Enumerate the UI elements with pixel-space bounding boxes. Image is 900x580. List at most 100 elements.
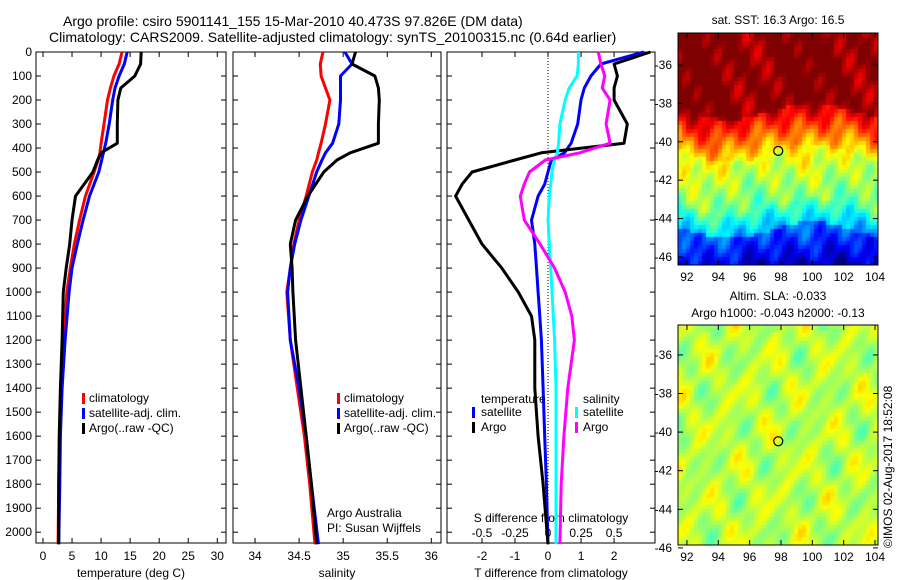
depth-tick-label: 800 (12, 237, 32, 251)
depth-tick-label: 200 (12, 93, 32, 107)
legend-label: Argo(..raw -QC) (344, 421, 429, 435)
x-tick-label: 36 (425, 549, 439, 563)
lon-tick-label: 96 (743, 270, 757, 284)
x-tick-label: 10 (94, 549, 108, 563)
lon-tick-label: 102 (834, 550, 854, 564)
difference-frame (446, 51, 656, 544)
lon-tick-label: 94 (712, 270, 726, 284)
depth-tick-label: 1600 (5, 429, 32, 443)
legend-label: Argo(..raw -QC) (89, 421, 174, 435)
title-line2: Climatology: CARS2009. Satellite-adjuste… (49, 29, 616, 45)
lon-tick-label: 94 (712, 550, 726, 564)
depth-tick-label: 400 (12, 141, 32, 155)
lat-tick-label: -44 (655, 212, 673, 226)
sla-map-title: Altim. SLA: -0.033 (730, 289, 827, 303)
legend-swatch (82, 393, 85, 404)
depth-tick-label: 1800 (5, 477, 32, 491)
lat-tick-label: -40 (655, 135, 673, 149)
x-axis-label: salinity (319, 566, 356, 580)
lat-tick-label: -38 (655, 387, 673, 401)
salinity-series-satellite-adj-clim- (286, 51, 354, 545)
lat-tick-label: -36 (655, 348, 673, 362)
legend-swatch (472, 422, 475, 433)
x-tick-label: 25 (182, 549, 196, 563)
sst-map-title: sat. SST: 16.3 Argo: 16.5 (712, 13, 845, 27)
difference-series-s-argo (518, 51, 612, 545)
lon-tick-label: 96 (743, 550, 757, 564)
x-tick-label: 15 (123, 549, 137, 563)
s-tick-label: -0.25 (501, 526, 529, 540)
depth-tick-label: 600 (12, 189, 32, 203)
sla_map-frame (677, 324, 879, 546)
temperature-frame (35, 51, 227, 544)
x-tick-label: -2 (477, 549, 488, 563)
legend-swatch (337, 423, 340, 434)
depth-tick-label: 700 (12, 213, 32, 227)
note-line1: Argo Australia (327, 506, 402, 520)
x-tick-label: 30 (211, 549, 225, 563)
lon-tick-label: 92 (680, 270, 694, 284)
lon-tick-label: 104 (865, 270, 885, 284)
depth-tick-label: 1000 (5, 285, 32, 299)
difference-series-t-argo (454, 50, 651, 545)
lat-tick-label: -46 (655, 250, 673, 264)
depth-tick-label: 1200 (5, 333, 32, 347)
depth-tick-label: 100 (12, 69, 32, 83)
x-tick-label: 0 (545, 549, 552, 563)
legend-label: climatology (89, 391, 149, 405)
legend-label: satellite-adj. clim. (89, 406, 181, 420)
lon-tick-label: 98 (774, 270, 788, 284)
lat-tick-label: -40 (655, 425, 673, 439)
legend-swatch (337, 408, 340, 419)
temperature-series-argo-raw-qc- (57, 51, 143, 545)
legend-label: satellite-adj. clim. (344, 406, 436, 420)
x-tick-label: 2 (611, 549, 618, 563)
legend-title-salinity: salinity (583, 392, 620, 406)
x-tick-label: 34.5 (287, 549, 311, 563)
legend-label: Argo (583, 420, 609, 434)
x-tick-label: 1 (578, 549, 585, 563)
depth-tick-label: 900 (12, 261, 32, 275)
difference-series-s-satellite (546, 52, 580, 545)
s-tick-label: 0.5 (606, 526, 623, 540)
salinity-series-argo-raw-qc- (288, 51, 381, 545)
lon-tick-label: 104 (865, 550, 885, 564)
legend-label: satellite (583, 405, 624, 419)
sla-map-subtitle: Argo h1000: -0.043 h2000: -0.13 (691, 306, 865, 320)
s-tick-label: -0.5 (472, 526, 493, 540)
argo-position-marker (773, 436, 784, 447)
depth-tick-label: 1300 (5, 357, 32, 371)
x-tick-label: 34 (248, 549, 262, 563)
lat-tick-label: -36 (655, 58, 673, 72)
copyright-text: ©IMOS 02-Aug-2017 18:52:08 (881, 385, 895, 548)
lon-tick-label: 100 (802, 270, 822, 284)
x-tick-label: 0 (40, 549, 47, 563)
legend-title-temperature: temperature (481, 392, 546, 406)
x-tick-label: 35 (336, 549, 350, 563)
legend-label: climatology (344, 391, 404, 405)
depth-tick-label: 1700 (5, 453, 32, 467)
x-tick-label: 35.5 (376, 549, 400, 563)
sst-map-image (678, 33, 878, 265)
depth-tick-label: 2000 (5, 525, 32, 539)
lat-tick-label: -44 (655, 502, 673, 516)
depth-tick-label: 1900 (5, 501, 32, 515)
depth-tick-label: 1500 (5, 405, 32, 419)
salinity-frame (232, 51, 442, 544)
lon-tick-label: 92 (680, 550, 694, 564)
legend-swatch (337, 393, 340, 404)
legend-swatch (472, 407, 475, 418)
x-tick-label: 20 (153, 549, 167, 563)
legend-label: satellite (481, 405, 522, 419)
title-line1: Argo profile: csiro 5901141_155 15-Mar-2… (63, 13, 523, 29)
lat-tick-label: -46 (655, 541, 673, 555)
lon-tick-label: 100 (802, 550, 822, 564)
argo-position-marker (773, 145, 784, 156)
x-axis-label: temperature (deg C) (77, 566, 185, 580)
s-axis-label: S difference from climatology (474, 511, 629, 525)
lon-tick-label: 102 (834, 270, 854, 284)
legend-swatch (575, 407, 578, 418)
sla-map-image (678, 325, 878, 545)
